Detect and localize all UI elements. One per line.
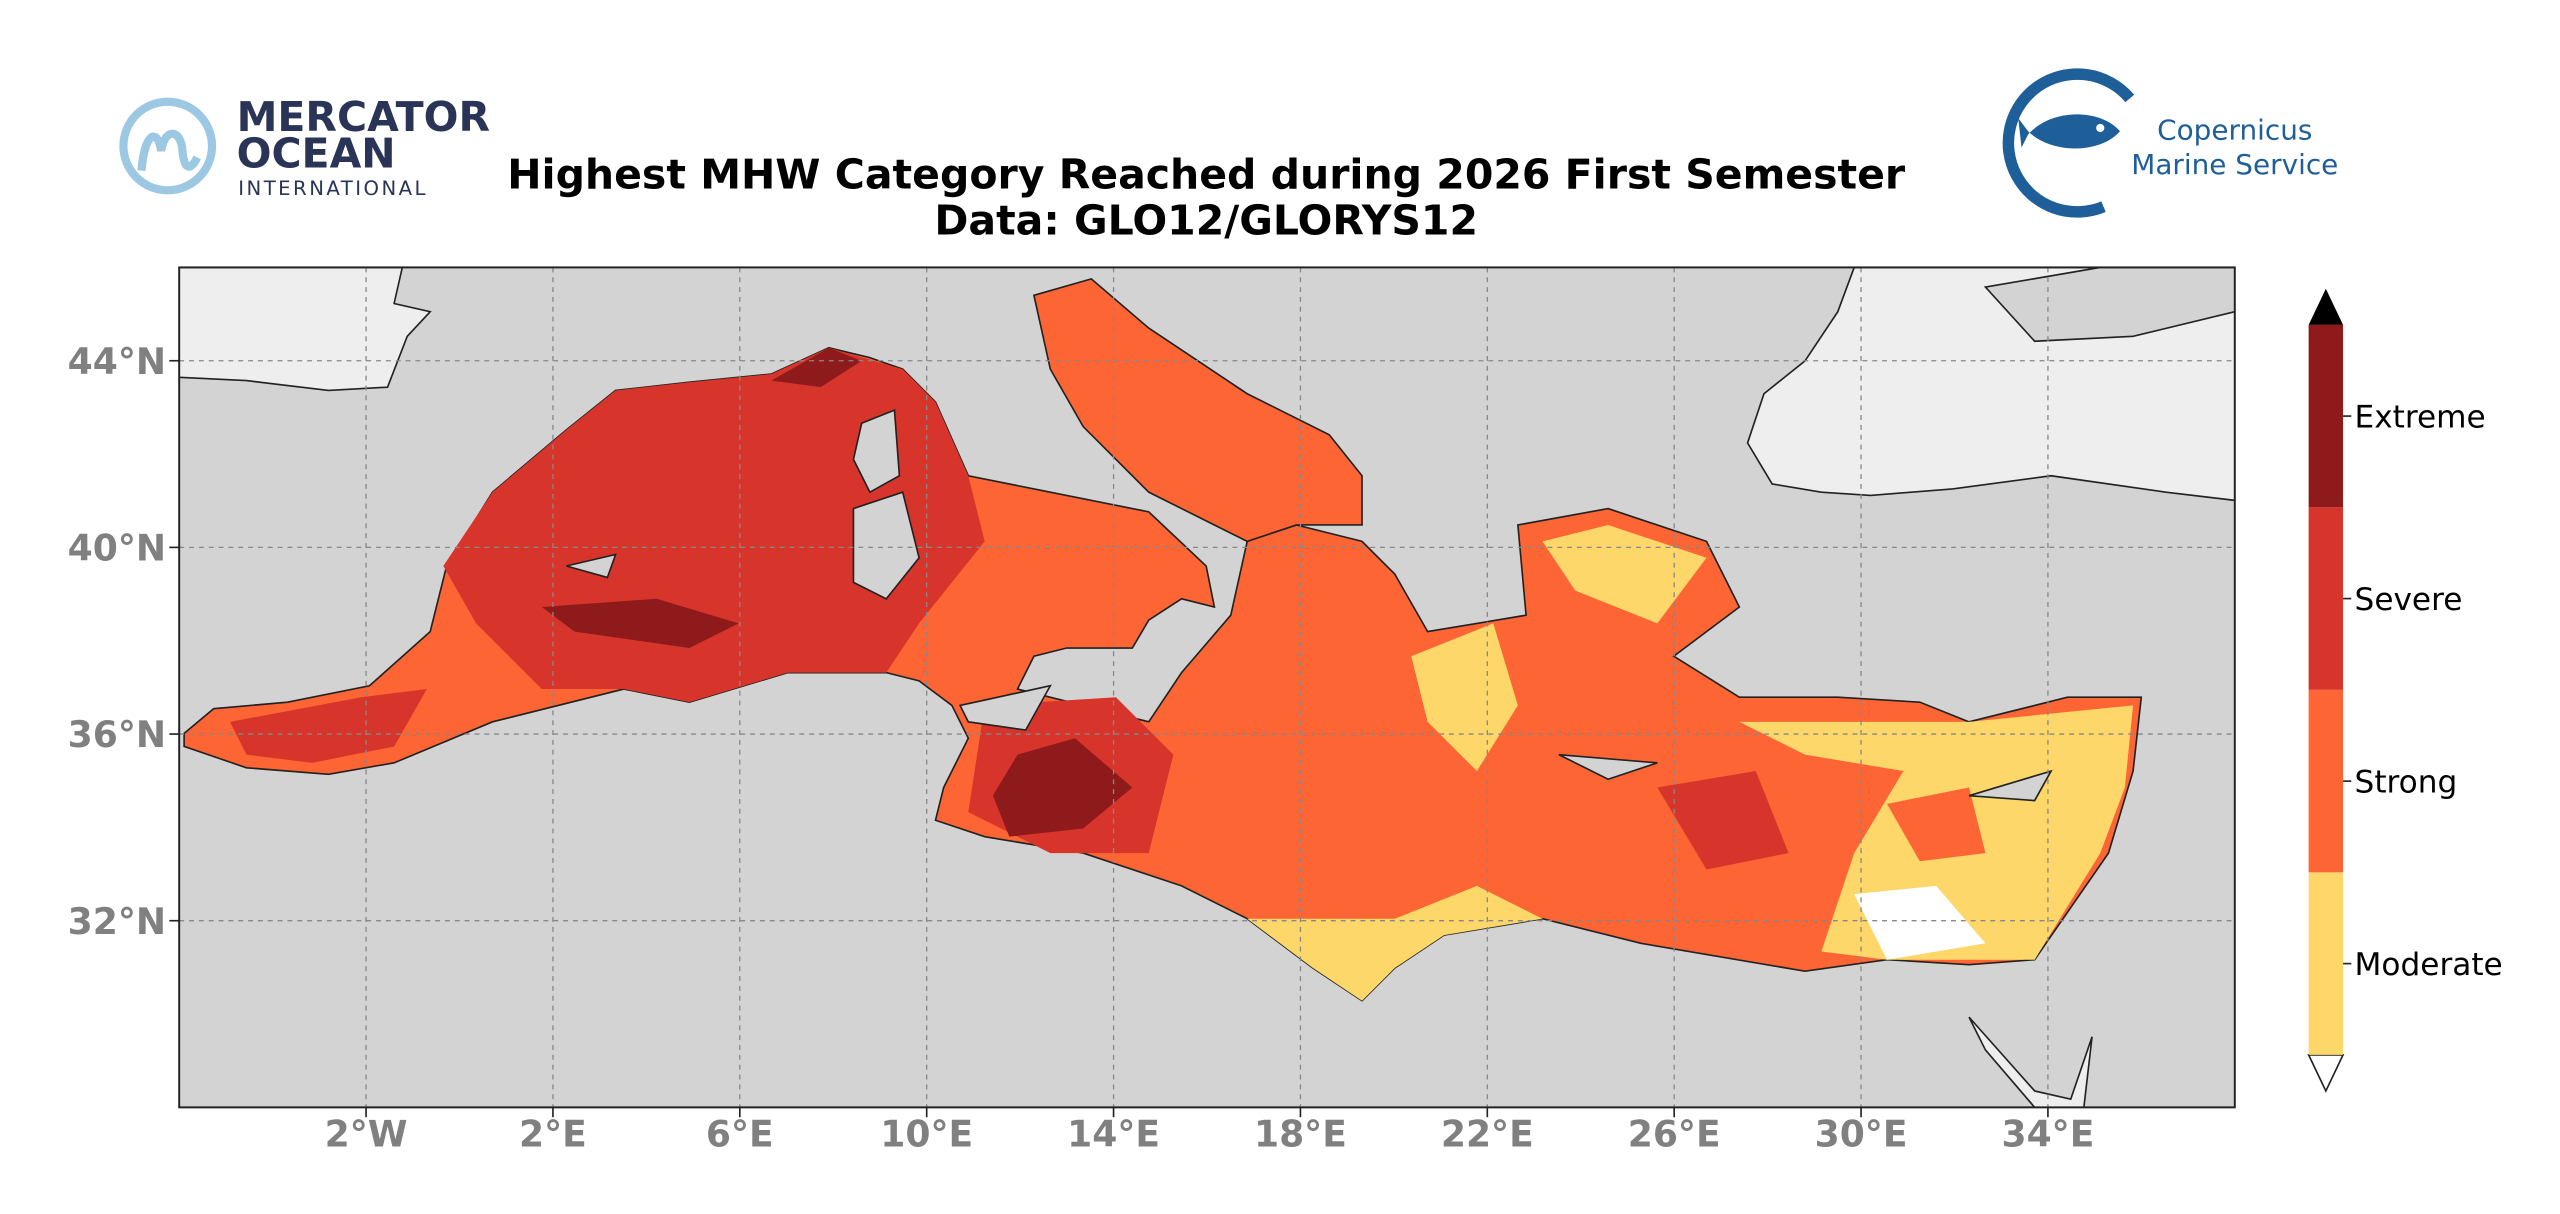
logo-text: Copernicus: [2157, 113, 2312, 146]
legend-swatch: [2308, 689, 2344, 873]
colorbar-extend: [2307, 1054, 2345, 1093]
colorbar: Moderate Strong Severe Extreme: [2307, 288, 2503, 1093]
sea-moderate: [1542, 524, 1707, 624]
x-tick-label: 6°E: [706, 1114, 774, 1156]
sea-extreme: [771, 347, 862, 388]
y-tick-label: 32°N: [68, 901, 166, 943]
island: [852, 408, 901, 494]
x-tick-label: 22°E: [1441, 1114, 1534, 1156]
land: [179, 267, 432, 392]
map: 2°W 2°E 6°E 10°E 14°E 18°E 22°E 26°E 30°E 34°E 32°…: [68, 266, 2236, 1156]
x-tick-label: 10°E: [880, 1114, 973, 1156]
logo-m: [137, 129, 201, 171]
logo-text: OCEAN: [237, 129, 396, 177]
land: [1968, 1016, 2093, 1108]
logo-text: Marine Service: [2131, 148, 2338, 181]
y-tick-label: 40°N: [68, 528, 166, 570]
x-tick-label: 2°W: [325, 1114, 408, 1156]
x-tick-label: 14°E: [1067, 1114, 1160, 1156]
sea-extreme: [992, 738, 1133, 837]
x-tick-label: 34°E: [2001, 1114, 2094, 1156]
y-tick-label: 36°N: [68, 714, 166, 756]
island: [852, 491, 920, 600]
legend-label: Severe: [2355, 582, 2463, 618]
island: [566, 553, 617, 579]
colorbar-extend: [2308, 288, 2344, 325]
logo-text: MERCATOR: [237, 93, 490, 141]
sea-extreme: [541, 598, 739, 649]
island: [1558, 753, 1658, 781]
mercator-logo: MERCATOR OCEAN INTERNATIONAL: [119, 93, 490, 200]
island: [1968, 769, 2053, 802]
legend-label: Strong: [2355, 765, 2458, 801]
sea-mask: [1983, 267, 2235, 343]
map-frame: [178, 266, 2236, 1109]
logo-arc: [2002, 68, 2135, 218]
sea-severe: [230, 689, 427, 763]
x-tick-label: 30°E: [1815, 1114, 1908, 1156]
sea-strong: [1032, 277, 1363, 543]
copernicus-logo: Copernicus Marine Service: [2002, 68, 2338, 218]
x-tick-label: 18°E: [1254, 1114, 1347, 1156]
subtitle: Data: GLO12/GLORYS12: [934, 197, 1478, 245]
sea-severe: [1657, 771, 1789, 870]
x-tick-label: 2°E: [519, 1114, 587, 1156]
logo-circle: [119, 97, 217, 195]
island: [958, 684, 1052, 731]
legend-label: Moderate: [2355, 947, 2503, 983]
legend-swatch: [2308, 872, 2344, 1055]
sea-none: [1854, 885, 1986, 960]
logo-eye: [2096, 123, 2105, 133]
sea-strong: [1887, 787, 1986, 862]
y-tick-label: 44°N: [68, 341, 166, 383]
logo-fish: [2018, 114, 2120, 149]
legend-label: Extreme: [2355, 400, 2486, 436]
legend-swatch: [2308, 507, 2344, 690]
x-tick-label: 26°E: [1628, 1114, 1721, 1156]
sea-moderate: [1247, 885, 1543, 1001]
title: Highest MHW Category Reached during 2026…: [507, 151, 1906, 199]
logo-text: INTERNATIONAL: [238, 177, 428, 200]
legend-swatch: [2308, 324, 2344, 508]
